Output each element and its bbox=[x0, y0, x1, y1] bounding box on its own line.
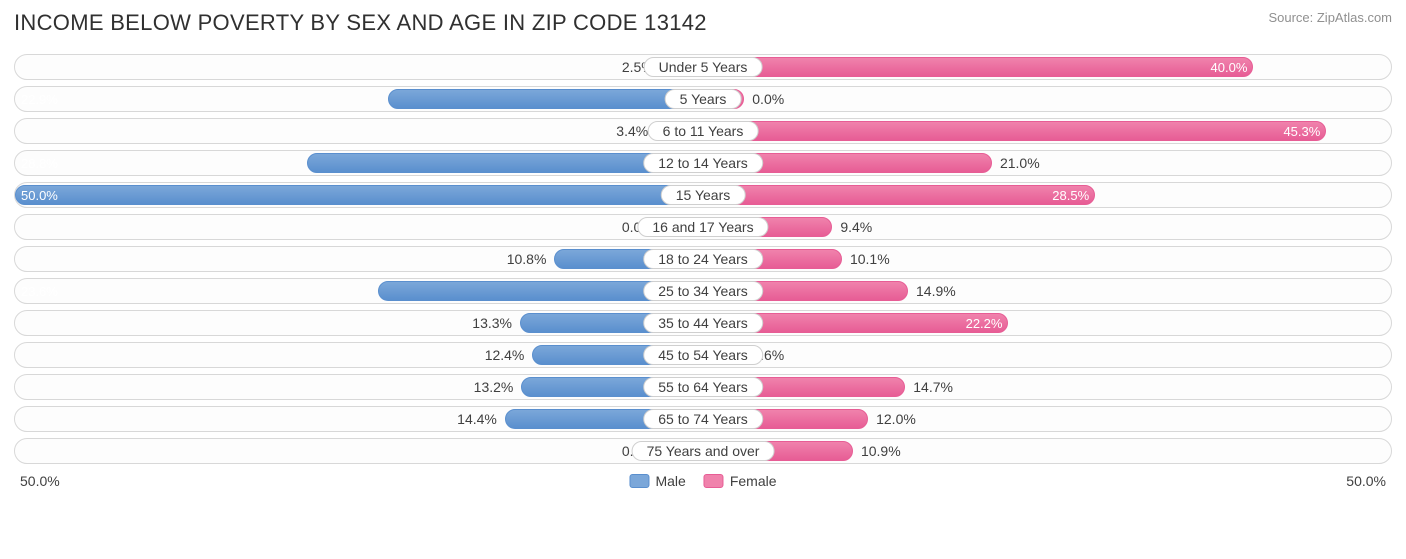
value-label-female: 28.5% bbox=[1052, 183, 1089, 207]
value-label-female: 14.7% bbox=[913, 375, 953, 399]
value-label-male: 14.4% bbox=[457, 407, 497, 431]
category-label: 45 to 54 Years bbox=[643, 345, 763, 365]
category-label: Under 5 Years bbox=[644, 57, 763, 77]
chart-row: 13.3% 22.2% 35 to 44 Years bbox=[14, 310, 1392, 336]
chart-title: INCOME BELOW POVERTY BY SEX AND AGE IN Z… bbox=[14, 10, 707, 36]
value-label-female: 12.0% bbox=[876, 407, 916, 431]
bar-male bbox=[388, 89, 703, 109]
category-label: 18 to 24 Years bbox=[643, 249, 763, 269]
legend-swatch-male bbox=[629, 474, 649, 488]
value-label-female: 45.3% bbox=[1283, 119, 1320, 143]
chart-row: 0.0%9.4%16 and 17 Years bbox=[14, 214, 1392, 240]
category-label: 16 and 17 Years bbox=[637, 217, 768, 237]
category-label: 55 to 64 Years bbox=[643, 377, 763, 397]
source-attribution: Source: ZipAtlas.com bbox=[1268, 10, 1392, 25]
chart-row: 0.0%10.9%75 Years and over bbox=[14, 438, 1392, 464]
category-label: 12 to 14 Years bbox=[643, 153, 763, 173]
value-label-male: 10.8% bbox=[507, 247, 547, 271]
bar-female bbox=[703, 185, 1095, 205]
legend-label-female: Female bbox=[730, 473, 777, 489]
category-label: 35 to 44 Years bbox=[643, 313, 763, 333]
chart-row: 14.4% 12.0% 65 to 74 Years bbox=[14, 406, 1392, 432]
bar-female bbox=[703, 121, 1326, 141]
chart-footer: 50.0% Male Female 50.0% bbox=[14, 470, 1392, 492]
category-label: 65 to 74 Years bbox=[643, 409, 763, 429]
value-label-male: 23.6% bbox=[21, 279, 340, 303]
value-label-female: 14.9% bbox=[916, 279, 956, 303]
legend-swatch-female bbox=[704, 474, 724, 488]
legend-item-male: Male bbox=[629, 473, 685, 489]
chart-row: 2.5%40.0%Under 5 Years bbox=[14, 54, 1392, 80]
x-axis-left-label: 50.0% bbox=[20, 473, 60, 489]
value-label-female: 9.4% bbox=[840, 215, 872, 239]
chart-container: INCOME BELOW POVERTY BY SEX AND AGE IN Z… bbox=[0, 0, 1406, 500]
chart-row: 12.4%2.6%45 to 54 Years bbox=[14, 342, 1392, 368]
value-label-female: 0.0% bbox=[752, 87, 784, 111]
value-label-female: 21.0% bbox=[1000, 151, 1040, 175]
value-label-female: 40.0% bbox=[1211, 55, 1248, 79]
chart-row: 23.6% 14.9% 25 to 34 Years bbox=[14, 278, 1392, 304]
value-label-female: 22.2% bbox=[966, 311, 1003, 335]
value-label-male: 3.4% bbox=[616, 119, 648, 143]
value-label-male: 22.9% bbox=[21, 87, 330, 111]
legend-item-female: Female bbox=[704, 473, 777, 489]
chart-row: 10.8% 10.1% 18 to 24 Years bbox=[14, 246, 1392, 272]
chart-row: 3.4% 45.3% 6 to 11 Years bbox=[14, 118, 1392, 144]
value-label-male: 50.0% bbox=[21, 183, 703, 207]
chart-row: 13.2% 14.7% 55 to 64 Years bbox=[14, 374, 1392, 400]
header: INCOME BELOW POVERTY BY SEX AND AGE IN Z… bbox=[14, 10, 1392, 36]
value-label-male: 28.8% bbox=[21, 151, 411, 175]
category-label: 25 to 34 Years bbox=[643, 281, 763, 301]
value-label-female: 10.1% bbox=[850, 247, 890, 271]
x-axis-right-label: 50.0% bbox=[1346, 473, 1386, 489]
legend: Male Female bbox=[629, 473, 776, 489]
chart-row: 50.0% 28.5% 15 Years bbox=[14, 182, 1392, 208]
chart-row: 22.9% 0.0% 5 Years bbox=[14, 86, 1392, 112]
bar-female bbox=[703, 57, 1253, 77]
chart-row: 28.8% 21.0% 12 to 14 Years bbox=[14, 150, 1392, 176]
category-label: 5 Years bbox=[665, 89, 742, 109]
legend-label-male: Male bbox=[655, 473, 685, 489]
value-label-female: 10.9% bbox=[861, 439, 901, 463]
value-label-male: 13.3% bbox=[472, 311, 512, 335]
value-label-male: 13.2% bbox=[474, 375, 514, 399]
category-label: 75 Years and over bbox=[632, 441, 775, 461]
diverging-bar-chart: 2.5%40.0%Under 5 Years22.9%0.0%5 Years3.… bbox=[14, 54, 1392, 464]
value-label-male: 12.4% bbox=[485, 343, 525, 367]
category-label: 6 to 11 Years bbox=[648, 121, 759, 141]
category-label: 15 Years bbox=[661, 185, 746, 205]
